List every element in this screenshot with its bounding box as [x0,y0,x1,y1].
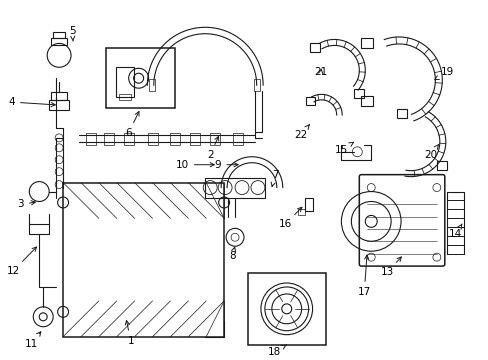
Bar [233,133,243,145]
Bar [396,109,406,118]
Text: 4: 4 [8,97,55,107]
Text: 11: 11 [24,332,41,348]
Bar [119,94,130,100]
Text: 17: 17 [357,255,370,297]
Text: 5: 5 [69,26,76,41]
Text: 20: 20 [423,145,438,160]
Bar [247,273,325,345]
Text: 21: 21 [314,67,327,77]
Bar [205,177,264,198]
Bar [147,133,157,145]
Bar [123,133,133,145]
Bar [361,39,372,48]
Text: 14: 14 [448,224,461,239]
Bar [105,48,175,108]
Text: 18: 18 [267,345,286,357]
Bar [304,198,312,211]
Bar [170,133,180,145]
Text: 16: 16 [278,207,301,229]
Text: 19: 19 [434,67,453,80]
Bar [297,210,304,215]
Bar [309,44,319,53]
Text: 10: 10 [176,160,214,170]
Bar [148,79,154,91]
Text: 8: 8 [228,247,235,261]
Bar [86,133,96,145]
Text: 15: 15 [334,142,353,155]
Bar [51,39,67,45]
Text: 1: 1 [125,320,134,346]
Bar [49,100,69,110]
Text: 12: 12 [6,247,37,276]
Text: 22: 22 [294,125,309,140]
Bar [354,89,364,98]
Text: 13: 13 [380,257,401,277]
Bar [190,133,200,145]
Bar [305,97,314,105]
Bar [53,32,65,39]
Bar [361,96,372,106]
Bar [103,133,114,145]
Bar [63,183,224,337]
Text: 3: 3 [18,199,35,210]
Bar [436,161,446,170]
Text: 6: 6 [125,112,139,138]
Bar [253,79,260,91]
Bar [210,133,220,145]
Text: 2: 2 [206,136,218,160]
Bar [116,67,133,97]
Text: 9: 9 [214,160,238,170]
Text: 7: 7 [270,170,278,186]
Bar [51,92,67,100]
